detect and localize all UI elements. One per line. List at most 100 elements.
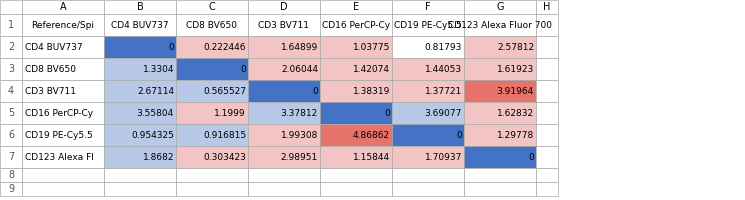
Bar: [464, 80, 536, 102]
Text: 2.67114: 2.67114: [137, 86, 174, 96]
Text: 4.86862: 4.86862: [353, 130, 390, 140]
Text: 1.62832: 1.62832: [497, 108, 534, 117]
Bar: [464, 14, 536, 36]
Bar: [104, 168, 176, 182]
Text: CD3 BV711: CD3 BV711: [25, 86, 76, 96]
Bar: [248, 182, 320, 196]
Text: 3.91964: 3.91964: [497, 86, 534, 96]
Text: C: C: [209, 2, 215, 12]
Text: F: F: [425, 2, 431, 12]
Text: 6: 6: [8, 130, 14, 140]
Text: 2: 2: [8, 42, 14, 52]
Bar: [464, 58, 536, 80]
Bar: [320, 14, 392, 36]
Bar: [0, 182, 22, 196]
Bar: [320, 146, 392, 168]
Bar: [0, 102, 22, 124]
Bar: [464, 36, 536, 58]
Text: 1.61923: 1.61923: [497, 64, 534, 73]
Bar: [176, 124, 248, 146]
Bar: [22, 182, 104, 196]
Bar: [320, 58, 392, 80]
Bar: [104, 0, 176, 14]
Bar: [248, 102, 320, 124]
Bar: [248, 14, 320, 36]
Bar: [464, 102, 536, 124]
Text: 1.8682: 1.8682: [142, 152, 174, 162]
Text: 0: 0: [240, 64, 246, 73]
Text: 1.3304: 1.3304: [142, 64, 174, 73]
Text: 1: 1: [8, 20, 14, 30]
Text: 2.57812: 2.57812: [497, 43, 534, 51]
Bar: [0, 58, 22, 80]
Bar: [392, 124, 464, 146]
Bar: [104, 182, 176, 196]
Bar: [104, 80, 176, 102]
Bar: [22, 80, 104, 102]
Bar: [536, 0, 558, 14]
Text: CD123 Alexa Fluor 700: CD123 Alexa Fluor 700: [448, 21, 552, 29]
Text: 0.303423: 0.303423: [203, 152, 246, 162]
Bar: [536, 168, 558, 182]
Text: 0.565527: 0.565527: [203, 86, 246, 96]
Text: H: H: [543, 2, 551, 12]
Bar: [104, 36, 176, 58]
Bar: [176, 102, 248, 124]
Text: CD19 PE-Cy5.5: CD19 PE-Cy5.5: [25, 130, 92, 140]
Text: 0: 0: [456, 130, 462, 140]
Text: 2.06044: 2.06044: [281, 64, 318, 73]
Bar: [536, 124, 558, 146]
Text: 1.1999: 1.1999: [215, 108, 246, 117]
Bar: [320, 182, 392, 196]
Text: 3.69077: 3.69077: [425, 108, 462, 117]
Text: 1.29778: 1.29778: [497, 130, 534, 140]
Bar: [536, 14, 558, 36]
Bar: [320, 80, 392, 102]
Bar: [176, 58, 248, 80]
Bar: [176, 80, 248, 102]
Text: CD8 BV650: CD8 BV650: [186, 21, 238, 29]
Text: E: E: [353, 2, 359, 12]
Text: 0.916815: 0.916815: [203, 130, 246, 140]
Bar: [22, 58, 104, 80]
Bar: [320, 124, 392, 146]
Text: 0.954325: 0.954325: [131, 130, 174, 140]
Bar: [536, 36, 558, 58]
Text: 7: 7: [8, 152, 14, 162]
Bar: [392, 168, 464, 182]
Text: 4: 4: [8, 86, 14, 96]
Bar: [104, 146, 176, 168]
Text: CD3 BV711: CD3 BV711: [259, 21, 309, 29]
Bar: [0, 146, 22, 168]
Text: 1.42074: 1.42074: [353, 64, 390, 73]
Bar: [464, 124, 536, 146]
Bar: [392, 80, 464, 102]
Text: 0.222446: 0.222446: [203, 43, 246, 51]
Text: CD123 Alexa Fl: CD123 Alexa Fl: [25, 152, 94, 162]
Bar: [392, 182, 464, 196]
Bar: [248, 36, 320, 58]
Bar: [22, 102, 104, 124]
Bar: [392, 14, 464, 36]
Bar: [536, 146, 558, 168]
Text: 9: 9: [8, 184, 14, 194]
Bar: [22, 14, 104, 36]
Bar: [392, 36, 464, 58]
Text: 3.37812: 3.37812: [281, 108, 318, 117]
Bar: [0, 0, 22, 14]
Text: 0: 0: [312, 86, 318, 96]
Bar: [104, 124, 176, 146]
Text: 5: 5: [8, 108, 14, 118]
Text: 3.55804: 3.55804: [137, 108, 174, 117]
Text: CD19 PE-Cy5.5: CD19 PE-Cy5.5: [394, 21, 462, 29]
Text: CD8 BV650: CD8 BV650: [25, 64, 76, 73]
Bar: [536, 182, 558, 196]
Bar: [392, 102, 464, 124]
Text: CD16 PerCP-Cy: CD16 PerCP-Cy: [25, 108, 93, 117]
Bar: [392, 58, 464, 80]
Bar: [536, 102, 558, 124]
Bar: [104, 14, 176, 36]
Bar: [392, 0, 464, 14]
Bar: [22, 36, 104, 58]
Text: 3: 3: [8, 64, 14, 74]
